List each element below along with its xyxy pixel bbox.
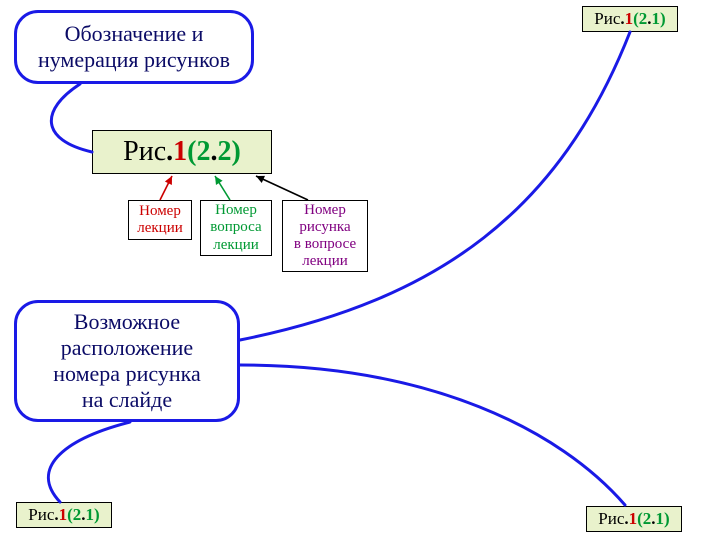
fig-ris: Рис: [594, 9, 620, 29]
fig-dot2: .: [210, 136, 217, 168]
fig-figure-number: 1: [652, 9, 661, 29]
annotation-label-text-1: Номер вопроса лекции: [210, 202, 261, 254]
corner-figure-badge-0: Рис.1(2.1): [582, 6, 678, 32]
fig-paren-close: ): [664, 509, 670, 529]
fig-dot: .: [166, 136, 173, 168]
fig-question-number: 2: [196, 136, 210, 168]
fig-ris: Рис: [598, 509, 624, 529]
placement-bubble-text: Возможное расположение номера рисунка на…: [53, 309, 200, 413]
fig-paren-close: ): [94, 505, 100, 525]
fig-lecture-number: 1: [59, 505, 68, 525]
corner-figure-badge-1: Рис.1(2.1): [16, 502, 112, 528]
fig-lecture-number: 1: [625, 9, 634, 29]
corner-figure-badge-2: Рис.1(2.1): [586, 506, 682, 532]
fig-figure-number: 2: [217, 136, 231, 168]
annotation-label-1: Номер вопроса лекции: [200, 200, 272, 256]
title-bubble: Обозначение и нумерация рисунков: [14, 10, 254, 84]
placement-bubble: Возможное расположение номера рисунка на…: [14, 300, 240, 422]
fig-figure-number: 1: [86, 505, 95, 525]
annotation-label-2: Номер рисунка в вопросе лекции: [282, 200, 368, 272]
annotation-label-text-0: Номер лекции: [137, 203, 183, 238]
fig-paren-close: ): [660, 9, 666, 29]
main-figure-badge: Рис.1(2.2): [92, 130, 272, 174]
fig-lecture-number: 1: [629, 509, 638, 529]
fig-paren-open: (: [187, 136, 196, 168]
fig-question-number: 2: [643, 509, 652, 529]
title-bubble-text: Обозначение и нумерация рисунков: [38, 21, 230, 73]
fig-lecture-number: 1: [173, 136, 187, 168]
fig-question-number: 2: [73, 505, 82, 525]
fig-paren-close: ): [231, 136, 240, 168]
fig-ris: Рис: [123, 136, 166, 168]
fig-question-number: 2: [639, 9, 648, 29]
annotation-label-0: Номер лекции: [128, 200, 192, 240]
fig-figure-number: 1: [656, 509, 665, 529]
fig-ris: Рис: [28, 505, 54, 525]
annotation-label-text-2: Номер рисунка в вопросе лекции: [294, 202, 356, 271]
